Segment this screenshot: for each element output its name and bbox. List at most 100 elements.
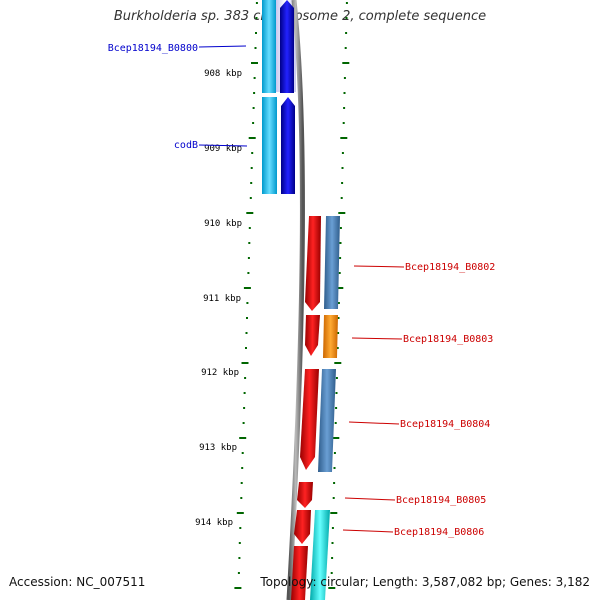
major-tick [246,212,254,214]
gene-Bcep18194_B0802[interactable] [305,216,340,311]
minor-tick [244,377,247,379]
gene-arrow[interactable] [305,216,321,311]
minor-tick [252,122,255,124]
minor-tick [344,47,347,49]
minor-tick [334,422,337,424]
major-tick [236,512,244,514]
minor-tick [345,2,348,4]
minor-tick [239,527,242,529]
minor-tick [241,467,244,469]
topology-text: Topology: circular; Length: 3,587,082 bp… [260,575,590,589]
gene-arrow[interactable] [294,510,311,544]
label-leader [344,497,396,501]
gene-arrow[interactable] [305,315,320,356]
minor-tick [252,107,255,109]
gene-arrow-continued[interactable] [291,546,308,600]
gene-arrow[interactable] [281,97,295,194]
major-tick [234,587,242,589]
major-tick [340,137,348,139]
kbp-scale: 908 kbp 909 kbp 910 kbp 911 kbp 912 kbp … [195,69,242,528]
left-tick-column [234,2,258,589]
minor-tick [240,497,243,499]
minor-tick [238,557,241,559]
major-tick [338,212,346,214]
minor-tick [332,497,335,499]
tick-label: 912 kbp [201,368,239,378]
tick-label: 911 kbp [203,294,241,304]
minor-tick [343,92,346,94]
minor-tick [250,167,253,169]
major-tick [251,62,258,64]
gene-label-Bcep18194_B0800[interactable]: Bcep18194_B0800 [108,43,198,54]
major-tick [336,287,344,289]
minor-tick [249,197,252,199]
minor-tick [237,572,240,574]
label-leader [351,337,403,340]
map-title: Burkholderia sp. 383 chromosome 2, compl… [113,9,487,24]
minor-tick [337,302,340,304]
minor-tick [240,482,243,484]
tick-label: 908 kbp [204,69,242,79]
minor-tick [243,407,246,409]
major-tick [332,437,340,439]
gene-codB[interactable] [262,97,295,194]
accession-text: Accession: NC_007511 [9,575,146,589]
gene-arrow[interactable] [300,369,319,470]
minor-tick [336,347,339,349]
minor-tick [339,257,342,259]
gene-label-Bcep18194_B0806[interactable]: Bcep18194_B0806 [394,527,484,538]
cog-bar [324,216,340,309]
minor-tick [330,572,333,574]
gene-label-Bcep18194_B0805[interactable]: Bcep18194_B0805 [396,495,486,506]
minor-tick [247,257,250,259]
gene-arrow[interactable] [280,0,294,93]
gene-label-Bcep18194_B0804[interactable]: Bcep18194_B0804 [400,419,490,430]
minor-tick [255,32,257,34]
minor-tick [248,227,251,229]
minor-tick [333,467,336,469]
minor-tick [343,77,346,79]
minor-tick [331,557,334,559]
minor-tick [238,542,241,544]
tick-label: 913 kbp [199,443,237,453]
minor-tick [335,377,338,379]
major-tick [248,137,256,139]
minor-tick [246,317,248,319]
minor-tick [331,542,334,544]
label-leader [353,265,405,268]
minor-tick [341,167,344,169]
minor-tick [335,407,338,409]
minor-tick [338,272,341,274]
tick-label: 909 kbp [204,144,242,154]
minor-tick [253,92,256,94]
major-tick [342,62,350,64]
tick-label: 914 kbp [195,518,233,528]
gene-Bcep18194_B0805[interactable] [297,482,313,508]
minor-tick [345,17,348,19]
gene-label-codB[interactable]: codB [174,140,198,151]
major-tick [243,287,251,289]
minor-tick [343,107,346,109]
minor-tick [242,422,245,424]
major-tick [241,362,249,364]
minor-tick [342,122,345,124]
label-leader [348,421,400,425]
right-tick-column [328,2,350,589]
gene-arrow[interactable] [297,482,313,508]
minor-tick [340,197,343,199]
gene-Bcep18194_B0806[interactable] [291,510,330,600]
minor-tick [337,317,340,319]
gene-Bcep18194_B0803[interactable] [305,315,338,358]
minor-tick [251,152,254,154]
minor-tick [248,242,251,244]
cog-bar [323,315,338,358]
minor-tick [246,302,249,304]
label-leader [198,144,248,147]
cog-bar [310,510,330,600]
gene-label-Bcep18194_B0803[interactable]: Bcep18194_B0803 [403,334,493,345]
minor-tick [255,2,258,4]
minor-tick [245,347,247,349]
gene-label-Bcep18194_B0802[interactable]: Bcep18194_B0802 [405,262,495,273]
gene-Bcep18194_B0800[interactable] [262,0,294,93]
gene-Bcep18194_B0804[interactable] [300,369,336,472]
